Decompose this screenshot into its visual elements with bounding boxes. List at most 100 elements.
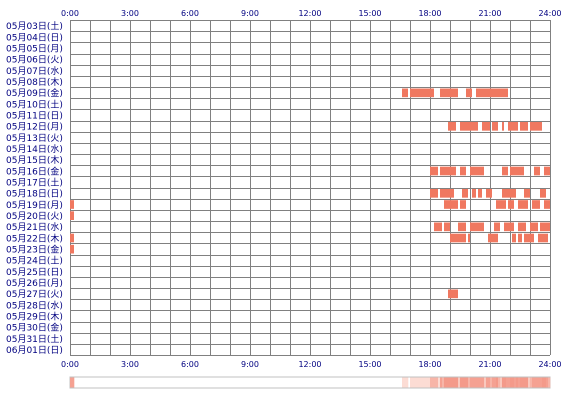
density-cell [448,377,451,388]
time-tick-label-top: 21:00 [478,9,501,18]
activity-bar [532,200,540,209]
activity-bar [512,233,516,243]
density-cell [544,377,547,388]
density-cell [536,377,539,388]
activity-bar [410,88,434,98]
time-tick-label-top: 9:00 [241,9,259,18]
density-cell [406,377,409,388]
density-cell [518,377,521,388]
density-cell [494,377,497,388]
date-label: 05月16日(金) [6,165,63,177]
density-cell [72,377,75,388]
density-cell [486,377,489,388]
density-cell [488,377,491,388]
activity-bar [440,88,458,98]
activity-bar [70,211,74,220]
date-label: 05月10日(土) [6,98,63,110]
activity-bar [470,166,484,176]
density-cell [440,377,443,388]
activity-bar [430,166,438,176]
time-tick-label-bottom: 24:00 [538,360,561,369]
density-cell [432,377,435,388]
activity-bar [470,222,484,232]
density-cell [500,377,503,388]
time-tick-label-bottom: 21:00 [478,360,501,369]
date-label: 05月17日(土) [6,176,63,188]
density-cell [404,377,407,388]
activity-bar [540,222,550,232]
activity-bar [70,200,74,209]
activity-bar [518,200,528,209]
density-cell [472,377,475,388]
density-cell [540,377,543,388]
density-strip [69,376,551,389]
activity-bar [510,166,524,176]
density-cell [510,377,513,388]
date-label: 05月28日(水) [6,299,63,311]
activity-bar [544,200,550,209]
activity-bar [70,244,74,254]
date-labels: 05月03日(土)05月04日(日)05月05日(月)05月06日(火)05月0… [6,20,63,356]
density-cell [412,377,415,388]
time-tick-label-top: 18:00 [418,9,441,18]
density-cell [442,377,445,388]
activity-bar [472,189,476,198]
density-cell [418,377,421,388]
activity-bar [444,200,458,209]
date-label: 05月19日(月) [6,200,63,211]
density-cell [498,377,501,388]
density-cell [528,377,531,388]
date-label: 05月22日(木) [6,232,63,244]
activity-bar [502,122,504,131]
activity-bar [478,189,482,198]
density-cell [452,377,455,388]
density-cell [514,377,517,388]
activity-bar [448,289,458,299]
density-cell [502,377,505,388]
activity-bar [504,222,514,232]
activity-bar [476,88,508,98]
density-cell [424,377,427,388]
density-cell [454,377,457,388]
activity-bar [502,189,516,198]
activity-bar [492,122,498,131]
activity-bar [496,200,506,209]
density-cell [70,377,73,388]
activity-bars [70,88,550,299]
density-cell [414,377,417,388]
density-cell [468,377,471,388]
date-label: 05月14日(水) [6,143,63,155]
activity-bar [482,122,490,131]
time-tick-label-top: 15:00 [358,9,381,18]
density-cell [464,377,467,388]
density-cell [504,377,507,388]
density-cell [410,377,413,388]
density-cell [546,377,549,388]
activity-bar [508,200,514,209]
density-cell [526,377,529,388]
time-ticks: 0:00 0:00 3:00 3:00 6:00 6:00 9:00 9:00 12:00 12:… [61,9,562,369]
density-cell [420,377,423,388]
activity-bar [70,233,74,243]
activity-bar [524,233,534,243]
activity-bar [530,122,542,131]
time-tick-label-bottom: 3:00 [121,360,139,369]
activity-bar [460,166,466,176]
activity-bar [520,122,528,131]
density-cell [434,377,437,388]
activity-bar [494,222,500,232]
density-cell [458,377,461,388]
activity-bar [460,122,478,131]
density-cell [524,377,527,388]
date-label: 05月09日(金) [6,87,63,99]
density-cell [542,377,545,388]
density-cell [512,377,515,388]
density-cell [530,377,533,388]
date-label: 05月27日(火) [6,289,63,300]
density-cell [522,377,525,388]
activity-bar [534,166,540,176]
density-cell [484,377,487,388]
date-label: 05月23日(金) [6,243,63,255]
activity-bar [518,222,526,232]
density-cell [482,377,485,388]
